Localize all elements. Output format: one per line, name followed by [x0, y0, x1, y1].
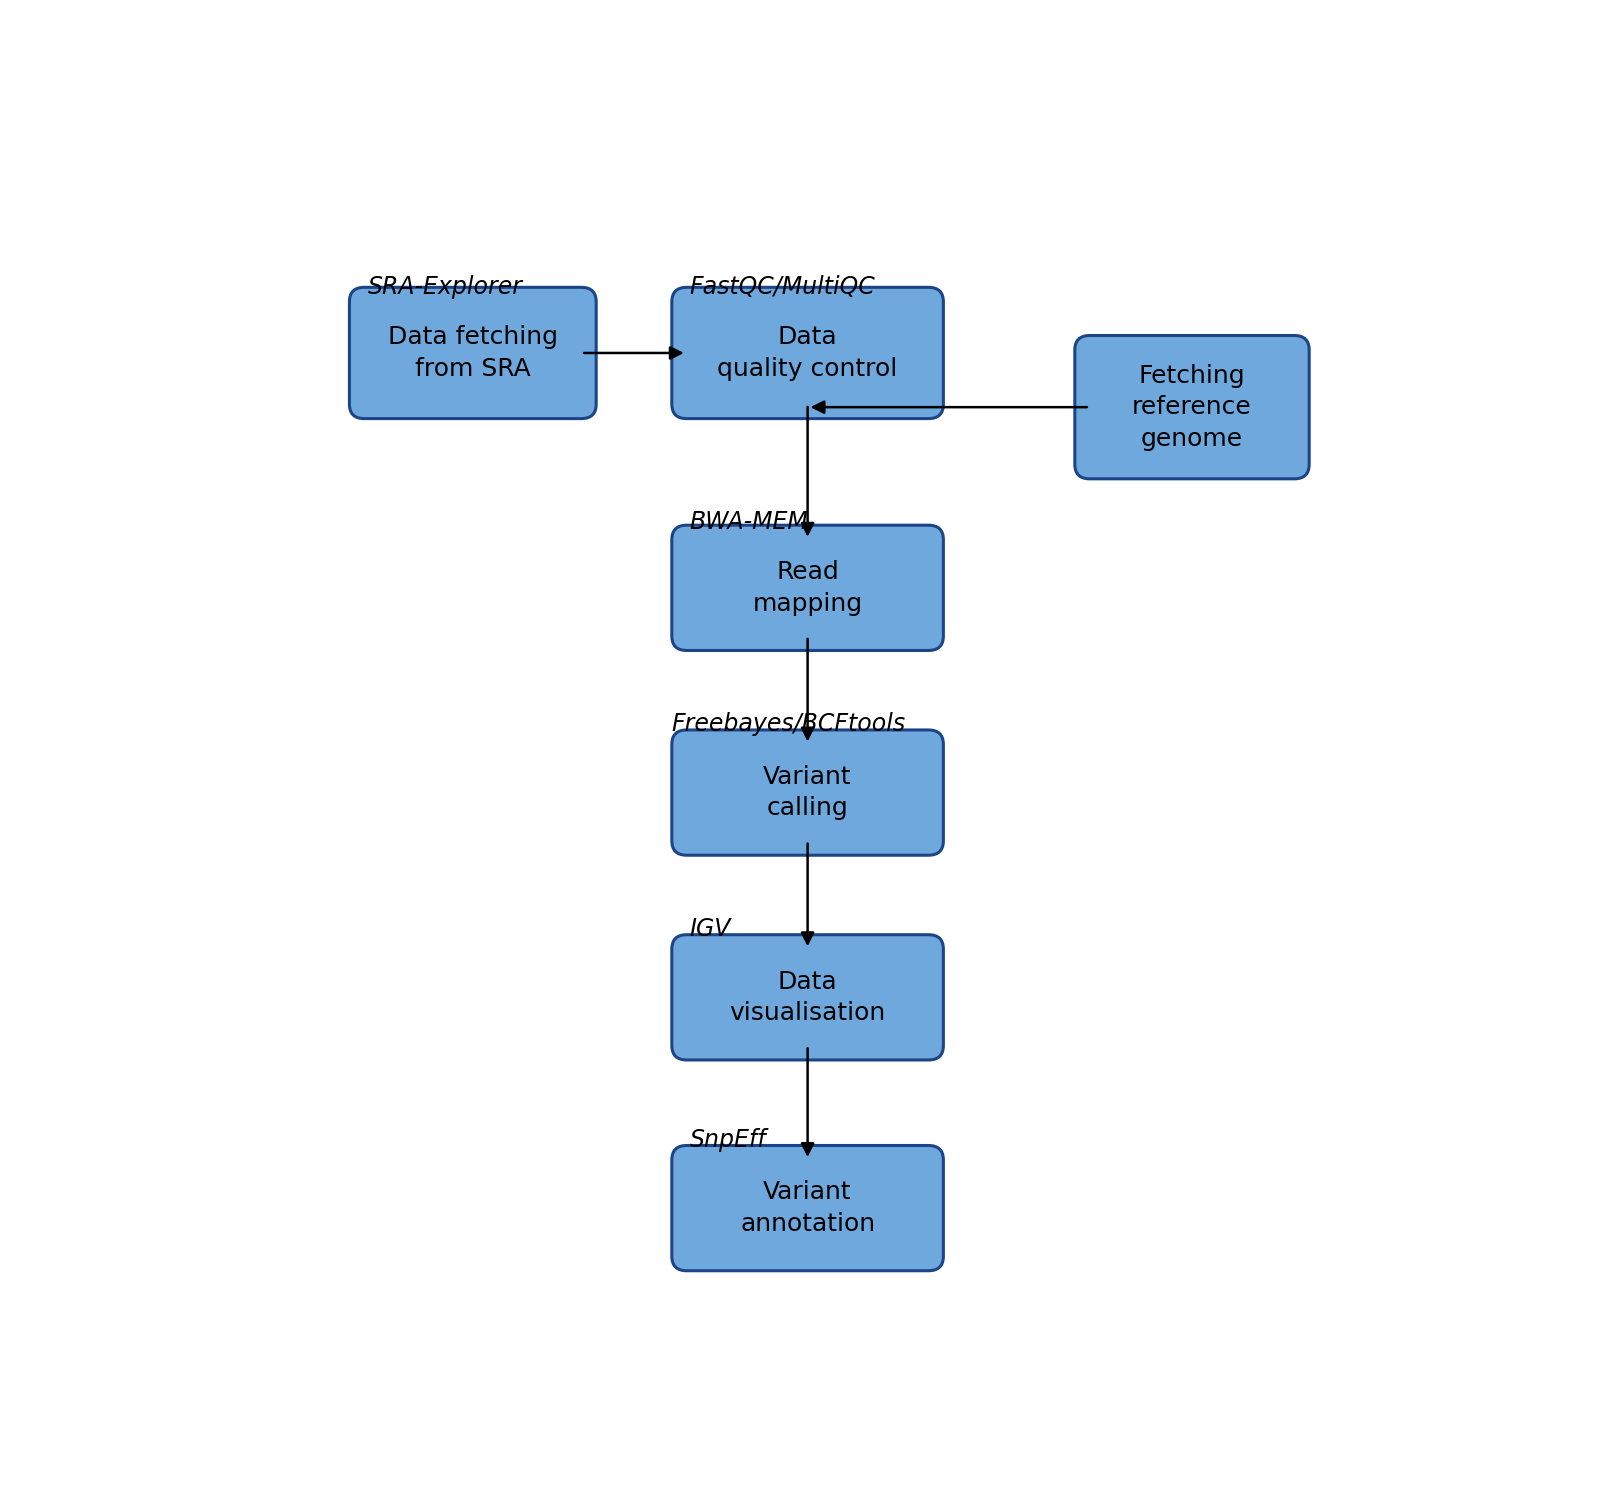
Text: Fetching
reference
genome: Fetching reference genome: [1133, 364, 1251, 450]
FancyBboxPatch shape: [1075, 336, 1309, 478]
Text: FastQC/MultiQC: FastQC/MultiQC: [690, 275, 875, 299]
Text: SRA-Explorer: SRA-Explorer: [368, 275, 522, 299]
Text: Variant
calling: Variant calling: [763, 765, 851, 820]
Text: Freebayes/BCFtools: Freebayes/BCFtools: [672, 712, 906, 736]
Text: Read
mapping: Read mapping: [752, 560, 862, 615]
FancyBboxPatch shape: [672, 935, 944, 1060]
Text: SnpEff: SnpEff: [690, 1128, 766, 1152]
FancyBboxPatch shape: [672, 1146, 944, 1271]
Text: IGV: IGV: [690, 917, 731, 941]
Text: BWA-MEM: BWA-MEM: [690, 510, 808, 533]
Text: Data
quality control: Data quality control: [717, 325, 898, 380]
FancyBboxPatch shape: [349, 287, 597, 419]
Text: Variant
annotation: Variant annotation: [741, 1180, 875, 1236]
Text: Data fetching
from SRA: Data fetching from SRA: [387, 325, 558, 380]
FancyBboxPatch shape: [672, 287, 944, 419]
FancyBboxPatch shape: [672, 525, 944, 651]
FancyBboxPatch shape: [672, 730, 944, 856]
Text: Data
visualisation: Data visualisation: [730, 969, 886, 1025]
